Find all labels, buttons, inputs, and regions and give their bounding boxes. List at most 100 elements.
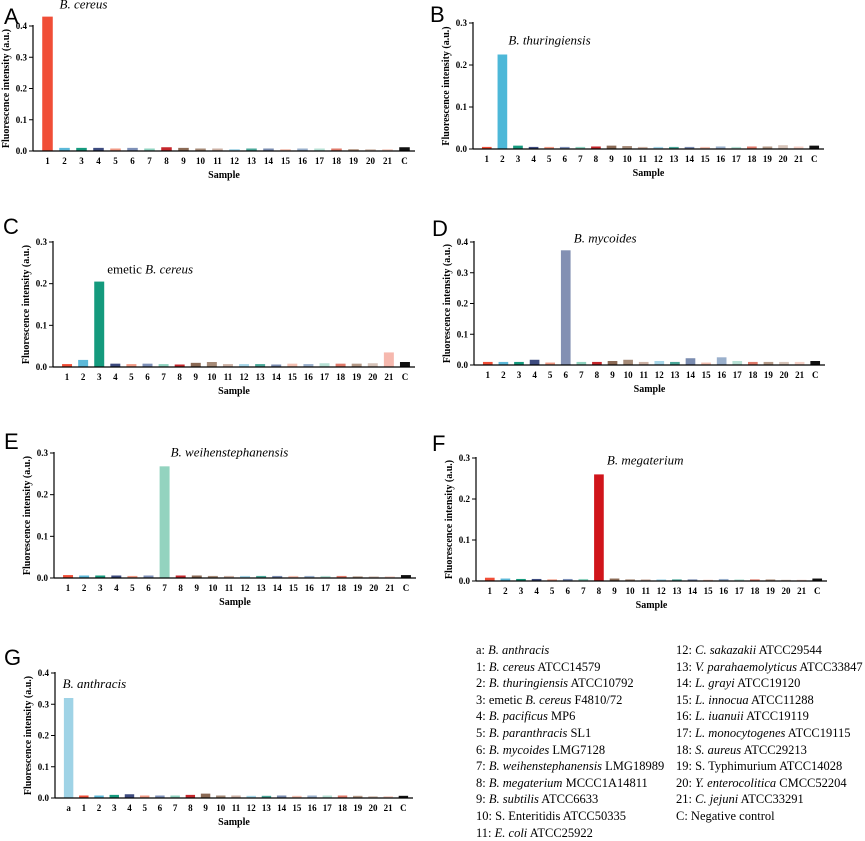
x-tick-label: 21 [383,156,393,166]
legend-item-species: B. pacificus [488,709,548,724]
legend-item-prefix: 18: [676,742,696,757]
x-tick-label: 5 [113,156,118,166]
panel-letter: D [432,216,448,241]
bar-12 [229,149,240,151]
x-tick-label: 2 [81,372,86,382]
bar-2 [94,795,104,798]
bar-3 [516,578,526,581]
x-tick-label: 15 [289,583,299,593]
bar-14 [684,146,695,149]
legend-item-prefix: 14: [676,676,696,691]
x-tick-label: 13 [669,154,679,164]
x-tick-label: 9 [194,372,199,382]
legend-item-prefix: a: [476,643,489,657]
x-tick-label: 14 [688,586,698,596]
bar-14 [276,795,287,798]
bar-13 [255,364,266,367]
x-tick-label: 20 [779,154,789,164]
bar-1 [79,795,89,798]
legend-item-prefix: 13: [676,659,696,674]
x-tick-label: 17 [321,583,331,593]
bar-15 [703,579,713,581]
legend-item-prefix: 21: [676,792,696,807]
x-tick-label: 6 [563,154,568,164]
bar-19 [353,795,363,798]
bar-6 [142,363,153,367]
bar-21 [383,352,394,367]
legend-item-strain: LMG18989 [602,759,665,774]
x-tick-label: 1 [82,803,87,813]
x-axis-title: Sample [634,384,666,395]
bar-12 [653,146,664,149]
bar-8 [591,146,601,149]
legend-item-prefix: 2: [476,676,489,691]
bar-21 [382,149,393,151]
x-tick-label: 4 [127,803,132,813]
legend-item: 13: V. parahaemolyticus ATCC33847 [676,659,863,676]
bar-19 [765,579,776,581]
bar-8 [161,147,172,151]
x-tick-label: 17 [735,586,745,596]
x-tick-label: 12 [654,154,664,164]
bar-20 [368,796,378,798]
annotation-label: B. weihenstephanensis [171,444,289,459]
annotation-label: emetic B. cereus [107,262,193,277]
bar-4 [529,359,540,365]
x-tick-label: 6 [130,156,135,166]
panel-letter: C [3,214,19,239]
x-tick-label: 21 [384,803,394,813]
bar-15 [700,146,710,149]
x-tick-label: 16 [717,370,727,380]
x-tick-label: 18 [336,372,346,382]
bar-C [400,575,411,578]
x-tick-label: 2 [503,586,508,596]
x-tick-label: 4 [96,156,101,166]
legend-item: 21: C. jejuni ATCC33291 [676,791,863,808]
x-tick-label: 21 [795,370,805,380]
legend-item-prefix: 5: [476,725,489,740]
bar-6 [559,146,570,149]
bar-7 [170,795,180,798]
legend-item-species: L. innocua [695,692,749,707]
legend-item-prefix: 9: [476,792,489,807]
x-tick-label: 7 [581,586,586,596]
bar-8 [594,474,604,581]
bar-9 [609,578,620,581]
bar-6 [127,147,138,151]
legend-item-species: B. subtilis [488,792,539,807]
x-tick-label: 11 [638,154,647,164]
x-tick-label: 18 [750,586,760,596]
legend-item-prefix: 3: emetic [476,692,526,707]
legend-item: 10: S. Enteritidis ATCC50335 [476,808,664,825]
x-tick-label: 19 [764,370,774,380]
y-tick-label: 0.0 [457,360,469,370]
bar-14 [271,364,282,367]
y-tick-label: 0.3 [456,18,468,28]
x-tick-label: 3 [519,586,524,596]
x-tick-label: 12 [655,370,665,380]
bar-17 [314,148,325,151]
x-tick-label: 4 [534,586,539,596]
legend-item-prefix: 10: S. Enteritidis ATCC50335 [476,808,627,823]
y-tick-label: 0.0 [456,144,468,154]
bar-20 [368,576,379,578]
legend-item-species: C. sakazakii [695,643,757,657]
bar-16 [716,357,727,365]
legend-item-species: V. parahaemolyticus [695,659,797,674]
bar-1 [481,146,492,149]
x-tick-label: 21 [384,372,394,382]
legend-item: 16: L. iuanuii ATCC19119 [676,708,863,725]
x-tick-label: 9 [195,583,200,593]
bar-13 [670,361,680,365]
x-tick-label: 16 [298,156,308,166]
x-tick-label: 8 [177,372,182,382]
bar-13 [672,579,682,581]
x-tick-label: 4 [114,583,119,593]
x-tick-label: 14 [273,583,283,593]
legend-item-prefix: 15: [676,692,696,707]
x-tick-label: 18 [748,370,758,380]
bar-14 [685,358,696,365]
x-tick-label: 19 [349,156,359,166]
legend-item-prefix: 19: S. Typhimurium ATCC14028 [676,759,843,774]
